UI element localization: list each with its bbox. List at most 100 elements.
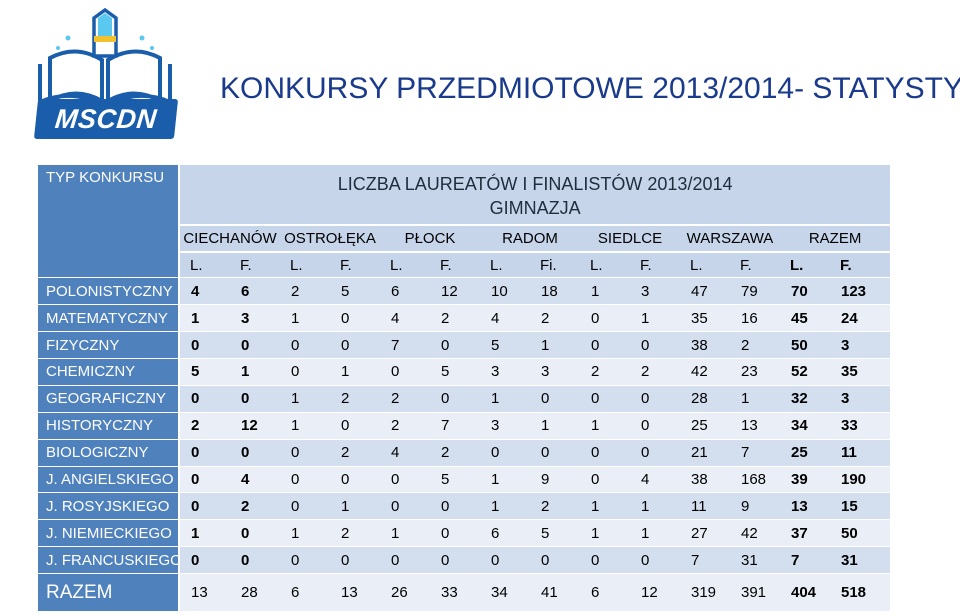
value-cell: 28 — [680, 385, 730, 413]
value-cell: 0 — [330, 412, 380, 440]
competition-type: POLONISTYCZNY — [38, 278, 180, 306]
region-header: WARSZAWA — [680, 225, 780, 254]
value-cell: 50 — [780, 332, 830, 360]
total-value-cell: 518 — [830, 574, 891, 612]
table-caption-row: TYP KONKURSU LICZBA LAUREATÓW I FINALIST… — [38, 165, 891, 279]
value-cell: 2 — [380, 412, 430, 440]
subheader-cell: L. — [680, 253, 730, 279]
value-cell: 0 — [380, 466, 430, 494]
value-cell: 7 — [430, 412, 480, 440]
value-cell: 31 — [830, 547, 891, 575]
value-cell: 1 — [530, 332, 580, 360]
value-cell: 9 — [530, 466, 580, 494]
value-cell: 0 — [630, 332, 680, 360]
total-row: RAZEM 13 28 6 13 26 33 34 41 6 12 319 391 404 518 — [38, 574, 891, 612]
total-value-cell: 13 — [180, 574, 230, 612]
table-row: J. FRANCUSKIEGO 0 0 0 0 0 0 0 0 0 0 7 31 7 31 — [38, 547, 891, 575]
subheader-cell: Fi. — [530, 253, 580, 279]
value-cell: 1 — [280, 385, 330, 413]
subheader-cell: L. — [180, 253, 230, 279]
value-cell: 0 — [280, 439, 330, 467]
table-row: MATEMATYCZNY 1 3 1 0 4 2 4 2 0 1 35 16 45 24 — [38, 305, 891, 333]
value-cell: 42 — [730, 520, 780, 548]
mscdn-logo: MSCDN — [30, 6, 180, 148]
value-cell: 0 — [580, 466, 630, 494]
value-cell: 1 — [280, 520, 330, 548]
subheader-cell: L. — [580, 253, 630, 279]
value-cell: 3 — [830, 385, 891, 413]
value-cell: 2 — [630, 359, 680, 386]
value-cell: 25 — [780, 439, 830, 467]
value-cell: 15 — [830, 493, 891, 521]
competition-type: CHEMICZNY — [38, 359, 180, 386]
value-cell: 0 — [580, 385, 630, 413]
value-cell: 1 — [280, 305, 330, 333]
total-value-cell: 33 — [430, 574, 480, 612]
value-cell: 4 — [380, 439, 430, 467]
value-cell: 5 — [180, 359, 230, 386]
value-cell: 32 — [780, 385, 830, 413]
region-header: SIEDLCE — [580, 225, 680, 254]
value-cell: 27 — [680, 520, 730, 548]
value-cell: 1 — [480, 385, 530, 413]
value-cell: 1 — [580, 278, 630, 306]
value-cell: 5 — [480, 332, 530, 360]
value-cell: 2 — [230, 493, 280, 521]
value-cell: 1 — [630, 493, 680, 521]
value-cell: 1 — [180, 520, 230, 548]
value-cell: 0 — [330, 305, 380, 333]
value-cell: 0 — [430, 520, 480, 548]
value-cell: 0 — [630, 412, 680, 440]
value-cell: 0 — [180, 439, 230, 467]
value-cell: 3 — [480, 359, 530, 386]
value-cell: 1 — [630, 520, 680, 548]
value-cell: 2 — [430, 439, 480, 467]
value-cell: 0 — [330, 547, 380, 575]
total-value-cell: 41 — [530, 574, 580, 612]
value-cell: 79 — [730, 278, 780, 306]
subheader-cell: L. — [780, 253, 830, 279]
value-cell: 0 — [180, 385, 230, 413]
book-logo-icon — [38, 7, 172, 109]
value-cell: 1 — [580, 493, 630, 521]
value-cell: 1 — [530, 412, 580, 440]
value-cell: 11 — [830, 439, 891, 467]
value-cell: 2 — [330, 439, 380, 467]
value-cell: 0 — [630, 439, 680, 467]
value-cell: 0 — [330, 466, 380, 494]
competition-type: J. ROSYJSKIEGO — [38, 493, 180, 521]
value-cell: 11 — [680, 493, 730, 521]
value-cell: 34 — [780, 412, 830, 440]
total-value-cell: 13 — [330, 574, 380, 612]
value-cell: 0 — [230, 547, 280, 575]
value-cell: 0 — [230, 520, 280, 548]
subheader-row: L. F. L. F. L. F. L. Fi. L. F. L. F. L. F. — [38, 253, 891, 279]
table-row: POLONISTYCZNY 4 6 2 5 6 12 10 18 1 3 47 79 70 123 — [38, 278, 891, 306]
value-cell: 3 — [230, 305, 280, 333]
competition-type: J. FRANCUSKIEGO — [38, 547, 180, 575]
value-cell: 7 — [780, 547, 830, 575]
region-header: RAZEM — [780, 225, 891, 254]
value-cell: 5 — [430, 359, 480, 386]
value-cell: 0 — [280, 547, 330, 575]
value-cell: 45 — [780, 305, 830, 333]
value-cell: 3 — [630, 278, 680, 306]
statistics-table: TYP KONKURSU LICZBA LAUREATÓW I FINALIST… — [38, 165, 891, 612]
value-cell: 0 — [430, 547, 480, 575]
value-cell: 7 — [380, 332, 430, 360]
total-label: RAZEM — [38, 574, 180, 612]
page-title: KONKURSY PRZEDMIOTOWE 2013/2014- STATYST… — [220, 72, 960, 105]
value-cell: 0 — [480, 439, 530, 467]
caption-line2: GIMNAZJA — [489, 198, 581, 219]
table-row: HISTORYCZNY 2 12 1 0 2 7 3 1 1 0 25 13 34 33 — [38, 412, 891, 440]
value-cell: 0 — [380, 359, 430, 386]
value-cell: 0 — [480, 547, 530, 575]
value-cell: 0 — [580, 547, 630, 575]
value-cell: 38 — [680, 332, 730, 360]
value-cell: 52 — [780, 359, 830, 386]
total-value-cell: 6 — [580, 574, 630, 612]
value-cell: 1 — [280, 412, 330, 440]
value-cell: 12 — [430, 278, 480, 306]
value-cell: 4 — [230, 466, 280, 494]
region-header: RADOM — [480, 225, 580, 254]
